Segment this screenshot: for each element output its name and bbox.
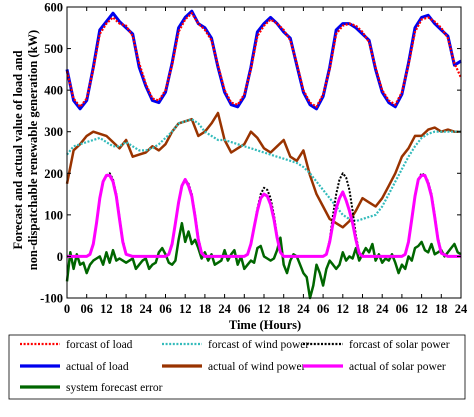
x-tick-label: 18 <box>120 302 133 316</box>
x-tick-label: 24 <box>140 302 153 316</box>
x-tick-label: 12 <box>179 302 192 316</box>
x-tick-label: 0 <box>64 302 70 316</box>
y-tick-label: 400 <box>44 84 63 98</box>
x-axis-ticks: 0 06 12 18 24 06 12 18 24 06 12 18 24 06 12 18 24 06 12 18 2… <box>64 7 468 316</box>
y-tick-label: 100 <box>44 208 63 222</box>
legend: forcast of load forcast of wind power forc… <box>8 334 466 400</box>
x-tick-label: 24 <box>297 302 310 316</box>
x-tick-label: 12 <box>337 302 350 316</box>
x-axis-label: Time (Hours) <box>229 318 301 332</box>
x-tick-label: 12 <box>258 302 271 316</box>
x-tick-label: 18 <box>435 302 448 316</box>
y-axis-label-line1: Forecast and actual value of load and <box>11 50 25 249</box>
x-tick-label: 18 <box>356 302 369 316</box>
x-tick-label: 06 <box>80 302 93 316</box>
x-tick-label: 12 <box>415 302 428 316</box>
x-tick-label: 18 <box>199 302 212 316</box>
x-tick-label: 24 <box>455 302 468 316</box>
legend-label: actual of wind power <box>208 361 306 373</box>
series-line-forcast-of-load <box>65 12 463 108</box>
series-line-forcast-of-wind-power <box>66 118 461 223</box>
x-tick-label: 24 <box>218 302 231 316</box>
x-tick-label: 06 <box>396 302 409 316</box>
x-tick-label: 12 <box>100 302 113 316</box>
series-line-actual-of-solar-power <box>67 173 461 258</box>
y-tick-label: 600 <box>44 1 63 15</box>
y-axis-ticks: -100 0 100 200 300 400 500 600 <box>40 1 461 306</box>
x-tick-label: 18 <box>277 302 290 316</box>
plot-content <box>65 9 463 300</box>
legend-label: forcast of wind power <box>208 339 309 351</box>
y-tick-label: -100 <box>40 292 63 306</box>
legend-box <box>8 334 466 400</box>
legend-label: actual of load <box>66 361 129 373</box>
series-line-actual-of-wind-power <box>65 111 461 229</box>
x-tick-label: 06 <box>317 302 330 316</box>
legend-label: forcast of load <box>66 339 133 351</box>
x-tick-label: 06 <box>159 302 172 316</box>
x-tick-label: 06 <box>238 302 251 316</box>
y-tick-label: 200 <box>44 167 63 181</box>
legend-label: actual of solar power <box>349 361 446 373</box>
y-axis-label-line2: non-dispatchable renewable generation (k… <box>26 30 40 270</box>
series-line-system-forecast-error <box>65 221 462 300</box>
y-tick-label: 500 <box>44 42 63 56</box>
x-tick-label: 24 <box>376 302 389 316</box>
legend-label: forcast of solar power <box>349 339 450 351</box>
legend-label: system forecast error <box>66 382 163 394</box>
series-line-actual-of-load <box>65 9 462 111</box>
series-line-forcast-of-solar-power <box>67 172 461 258</box>
y-tick-label: 300 <box>44 125 63 139</box>
y-tick-label: 0 <box>57 250 63 264</box>
